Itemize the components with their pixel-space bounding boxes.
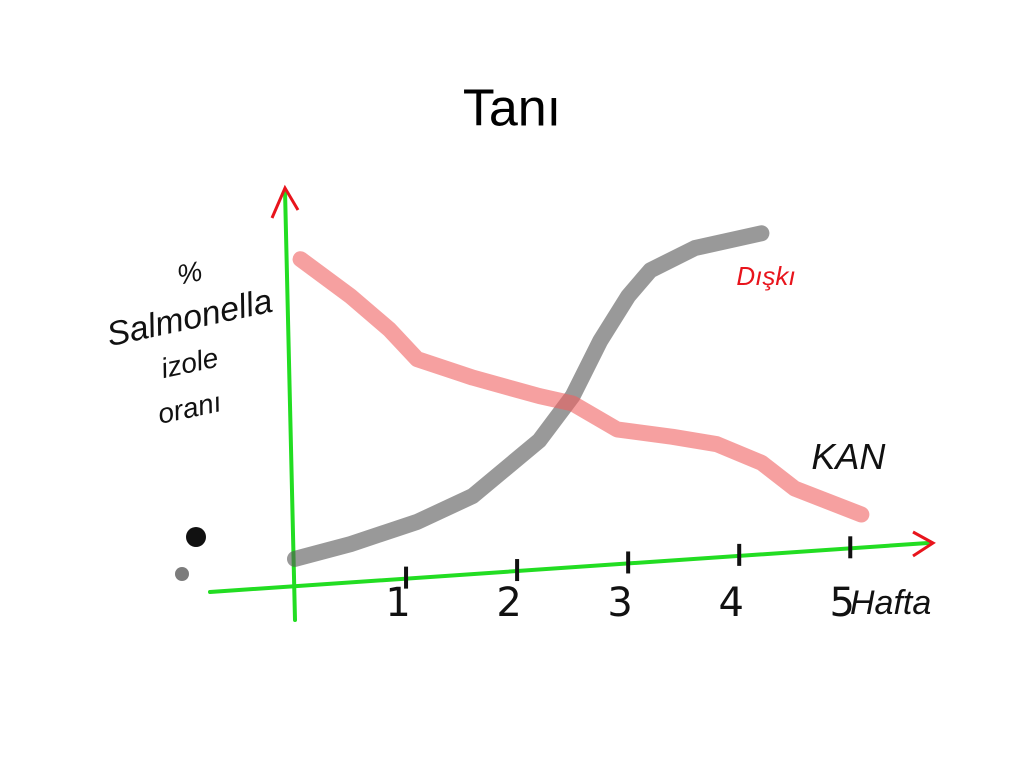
series-label: KAN [811, 436, 886, 477]
series-label: Dışkı [736, 261, 795, 291]
y-axis-label: oranı [155, 386, 224, 430]
x-axis-label: Hafta [850, 584, 931, 622]
y-axis-label: % [174, 255, 205, 291]
x-tick-label: 1 [385, 580, 410, 626]
y-axis-label: Salmonella [103, 282, 275, 354]
bullet-dot [186, 527, 206, 547]
x-axis [208, 541, 930, 594]
x-tick-label: 3 [607, 580, 632, 626]
y-axis [283, 188, 297, 622]
x-tick-label: 2 [496, 580, 521, 626]
y-axis-label: izole [158, 342, 221, 384]
x-tick-label: 4 [718, 580, 743, 626]
series-line [292, 251, 870, 523]
bullet-dot [175, 567, 189, 581]
x-tick-label: 5 [830, 580, 855, 626]
x-arrow [912, 530, 936, 558]
slide-title: Tanı [463, 80, 561, 138]
y-arrow [270, 184, 300, 219]
